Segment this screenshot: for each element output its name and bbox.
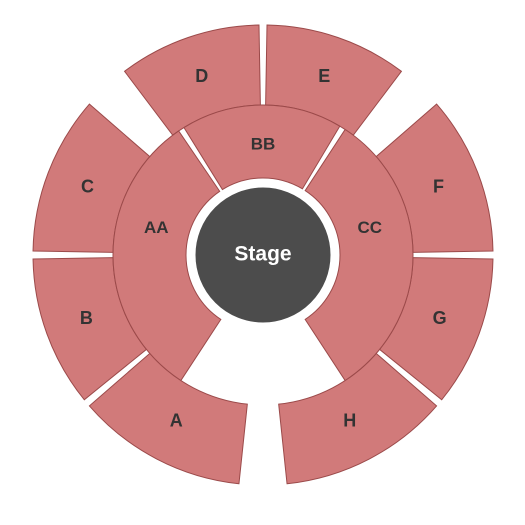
stage-label: Stage [234, 243, 291, 266]
label-aa: AA [144, 218, 169, 237]
seating-chart: Stage A B C D E F G H AA BB CC [0, 0, 525, 525]
label-g: G [433, 308, 447, 328]
label-h: H [343, 411, 356, 431]
label-d: D [195, 66, 208, 86]
label-f: F [433, 176, 444, 196]
label-b: B [80, 308, 93, 328]
seating-svg: Stage A B C D E F G H AA BB CC [0, 0, 525, 525]
label-a: A [170, 411, 183, 431]
label-bb: BB [251, 134, 276, 153]
label-cc: CC [357, 218, 382, 237]
label-e: E [318, 66, 330, 86]
label-c: C [81, 176, 94, 196]
